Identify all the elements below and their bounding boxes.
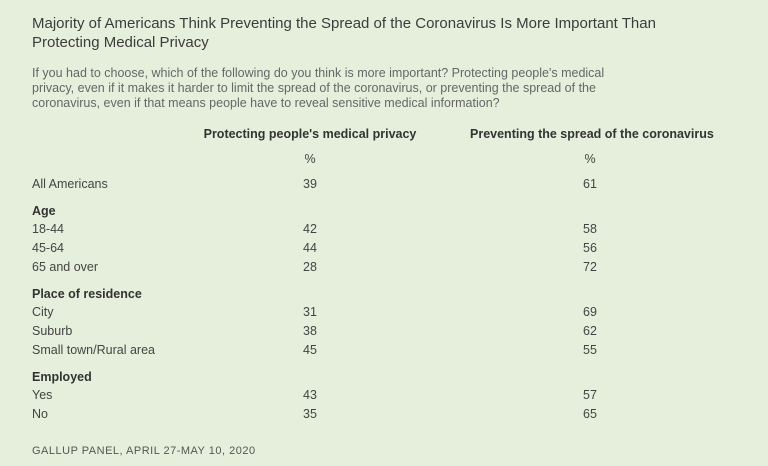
section-title-age: Age	[32, 204, 56, 218]
row-value-privacy: 43	[303, 388, 317, 402]
table-row: Yes 43 57	[32, 386, 732, 404]
row-label: No	[32, 407, 48, 421]
row-value-prevent-spread: 69	[583, 305, 597, 319]
source-note: GALLUP PANEL, APRIL 27-MAY 10, 2020	[32, 445, 256, 457]
row-value-privacy: 38	[303, 324, 317, 338]
row-value-prevent-spread: 62	[583, 324, 597, 338]
row-value-prevent-spread: 58	[583, 222, 597, 236]
row-value-privacy: 39	[303, 177, 317, 191]
table-row: No 35 65	[32, 405, 732, 423]
table-row-all-americans: All Americans 39 61	[32, 175, 732, 193]
table-row: 45-64 44 56	[32, 239, 732, 257]
row-value-prevent-spread: 57	[583, 388, 597, 402]
table-row: Suburb 38 62	[32, 322, 732, 340]
row-value-prevent-spread: 72	[583, 260, 597, 274]
row-value-privacy: 45	[303, 343, 317, 357]
row-label: Suburb	[32, 324, 73, 338]
column-unit-prevent-spread: %	[584, 152, 596, 166]
table-title: Majority of Americans Think Preventing t…	[32, 15, 656, 51]
table-row: Small town/Rural area 45 55	[32, 341, 732, 359]
row-value-privacy: 35	[303, 407, 317, 421]
row-value-privacy: 28	[303, 260, 317, 274]
row-label: 65 and over	[32, 260, 99, 274]
section-title-residence: Place of residence	[32, 287, 142, 301]
row-value-prevent-spread: 65	[583, 407, 597, 421]
row-label: Small town/Rural area	[32, 343, 155, 357]
row-value-prevent-spread: 55	[583, 343, 597, 357]
row-label: All Americans	[32, 177, 108, 191]
table-row: 65 and over 28 72	[32, 258, 732, 276]
row-label: 18-44	[32, 222, 64, 236]
row-value-privacy: 31	[303, 305, 317, 319]
row-value-privacy: 42	[303, 222, 317, 236]
column-header-privacy: Protecting people's medical privacy	[203, 127, 417, 141]
column-unit-privacy: %	[304, 152, 316, 166]
column-header-prevent-spread: Preventing the spread of the coronavirus	[470, 127, 714, 141]
row-value-prevent-spread: 56	[583, 241, 597, 255]
row-value-prevent-spread: 61	[583, 177, 597, 191]
row-label: Yes	[32, 388, 53, 402]
row-label: 45-64	[32, 241, 64, 255]
section-title-employed: Employed	[32, 370, 92, 384]
row-value-privacy: 44	[303, 241, 317, 255]
table-row: 18-44 42 58	[32, 220, 732, 238]
row-label: City	[32, 305, 54, 319]
question-text: If you had to choose, which of the follo…	[32, 66, 605, 110]
table-row: City 31 69	[32, 303, 732, 321]
